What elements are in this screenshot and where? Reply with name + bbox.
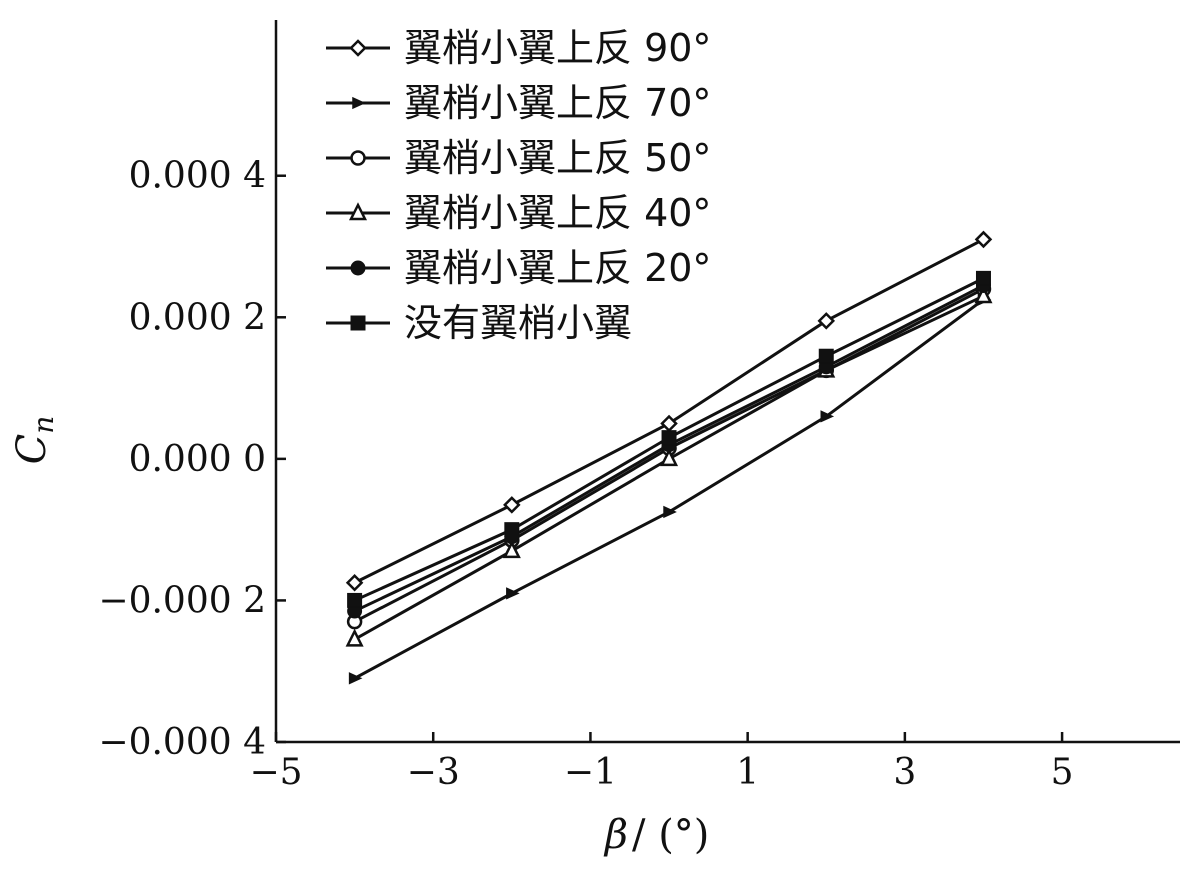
data-point (506, 587, 520, 600)
legend-marker (352, 96, 366, 110)
legend-marker (350, 315, 366, 331)
series-1 (345, 230, 993, 592)
data-point (660, 448, 679, 467)
legend-label: 翼梢小翼上反 20° (404, 246, 711, 290)
series-line (353, 238, 985, 585)
data-point (975, 270, 991, 286)
legend-label: 翼梢小翼上反 40° (404, 191, 711, 235)
axes (274, 20, 1180, 744)
data-point (345, 573, 364, 592)
legend-entry: 翼梢小翼上反 50° (326, 136, 711, 180)
legend-label: 没有翼梢小翼 (404, 301, 632, 345)
series-2 (348, 293, 992, 685)
x-ticks: −5 −3 −1 1 3 5 (249, 732, 1074, 793)
data-point (502, 540, 521, 559)
y-tick-label: −0.000 4 (98, 722, 266, 763)
data-point (663, 505, 677, 519)
data-point (974, 285, 993, 304)
y-label-symbol: C (9, 434, 55, 465)
y-axis-label: Cn (9, 416, 60, 465)
legend-entry: 没有翼梢小翼 (326, 301, 632, 345)
x-label-symbol: β (603, 812, 628, 858)
y-tick-label: −0.000 2 (98, 580, 266, 621)
data-point (818, 348, 834, 364)
legend-marker (349, 39, 367, 57)
legend: 翼梢小翼上反 90° 翼梢小翼上反 70° 翼梢小翼上反 50° 翼梢小翼上反 40°… (326, 26, 711, 345)
legend-label: 翼梢小翼上反 90° (404, 26, 711, 70)
data-point (503, 496, 521, 514)
legend-entry: 翼梢小翼上反 90° (326, 26, 711, 70)
data-point (974, 230, 993, 249)
data-point (820, 410, 835, 423)
x-tick-label: 3 (893, 752, 916, 793)
legend-marker (350, 260, 366, 276)
data-point (504, 522, 520, 538)
series-4 (345, 285, 993, 647)
legend-entry: 翼梢小翼上反 20° (326, 246, 711, 290)
x-tick-label: −3 (407, 752, 460, 793)
x-axis-label: β / (°) (603, 812, 710, 858)
legend-entry: 翼梢小翼上反 40° (326, 191, 711, 235)
series-layer (345, 230, 993, 685)
data-point (817, 312, 836, 330)
y-tick-label: 0.000 0 (129, 439, 266, 480)
y-tick-label: 0.000 4 (129, 156, 266, 197)
x-tick-label: −1 (564, 752, 617, 793)
legend-marker (348, 202, 368, 221)
data-point (661, 430, 677, 446)
x-tick-label: 5 (1051, 752, 1074, 793)
x-tick-label: 1 (736, 752, 759, 793)
legend-label: 翼梢小翼上反 50° (404, 136, 711, 180)
series-line (353, 298, 985, 680)
series-6 (347, 270, 991, 608)
y-label-subscript: n (27, 416, 60, 434)
x-label-unit: / (°) (632, 812, 709, 858)
x-tick-label: −5 (249, 752, 302, 793)
series-line (353, 294, 985, 641)
legend-marker (350, 150, 366, 166)
data-point (345, 628, 364, 647)
data-point (348, 672, 363, 685)
y-ticks: −0.000 4 −0.000 2 0.000 0 0.000 2 0.000 4 (98, 156, 286, 763)
data-point (347, 592, 363, 608)
y-tick-label: 0.000 2 (129, 297, 266, 338)
legend-entry: 翼梢小翼上反 70° (326, 81, 711, 125)
legend-label: 翼梢小翼上反 70° (404, 81, 711, 125)
